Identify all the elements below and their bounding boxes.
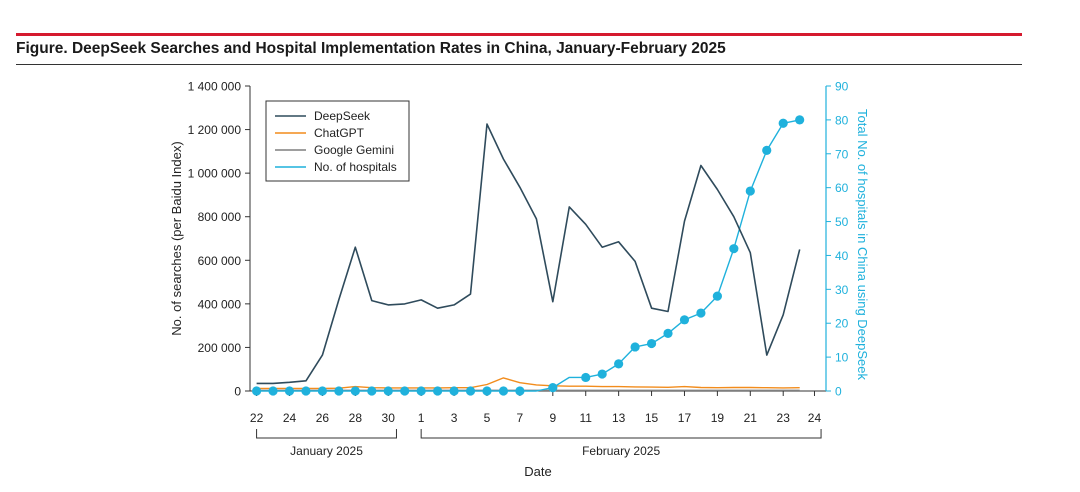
series-marker-no-of-hospitals (416, 386, 426, 396)
y-axis-title-right: Total No. of hospitals in China using De… (855, 109, 870, 380)
series-marker-no-of-hospitals (515, 386, 525, 396)
series-line-chatgpt (256, 377, 800, 390)
legend-label: DeepSeek (314, 109, 371, 123)
y-tick-label-right: 60 (835, 181, 849, 195)
series-marker-no-of-hospitals (679, 315, 690, 325)
series-marker-no-of-hospitals (400, 386, 410, 396)
series-marker-no-of-hospitals (778, 118, 788, 128)
top-accent-rule (16, 33, 1022, 36)
y-tick-label-right: 80 (835, 113, 849, 127)
series-marker-no-of-hospitals (630, 342, 640, 352)
month-label: January 2025 (290, 444, 363, 458)
title-divider (16, 64, 1022, 65)
y-tick-label-right: 50 (835, 215, 849, 229)
y-tick-label-left: 600 000 (198, 254, 242, 268)
series-marker-no-of-hospitals (646, 338, 657, 349)
series-marker-no-of-hospitals (498, 386, 509, 396)
series-line-no-of-hospitals (256, 119, 800, 392)
x-tick-label: 9 (549, 411, 556, 425)
x-tick-label: 3 (451, 411, 458, 425)
x-tick-label: 21 (744, 411, 758, 425)
series-marker-no-of-hospitals (614, 359, 624, 369)
x-tick-label: 17 (678, 411, 692, 425)
y-tick-label-right: 90 (835, 80, 849, 94)
x-tick-label: 7 (517, 411, 524, 425)
series-marker-no-of-hospitals (712, 291, 722, 301)
series-marker-no-of-hospitals (284, 386, 295, 396)
series-marker-no-of-hospitals (663, 328, 673, 338)
series-marker-no-of-hospitals (350, 386, 360, 396)
y-tick-label-left: 1 200 000 (188, 123, 242, 137)
x-tick-label: 1 (418, 411, 425, 425)
series-marker-no-of-hospitals (696, 308, 706, 318)
x-tick-label: 19 (711, 411, 725, 425)
x-axis-title: Date (524, 464, 551, 479)
series-marker-no-of-hospitals (301, 386, 311, 396)
y-tick-label-right: 40 (835, 249, 849, 263)
y-tick-label-right: 10 (835, 351, 849, 365)
y-tick-label-right: 30 (835, 283, 849, 297)
y-tick-label-left: 0 (234, 385, 241, 399)
x-tick-label: 24 (283, 411, 297, 425)
x-tick-label: 30 (382, 411, 396, 425)
y-tick-label-right: 0 (835, 385, 842, 399)
y-tick-label-left: 200 000 (198, 341, 242, 355)
series-marker-no-of-hospitals (729, 244, 739, 254)
y-tick-label-left: 1 400 000 (188, 80, 242, 94)
legend-label: Google Gemini (314, 143, 394, 157)
series-marker-no-of-hospitals (449, 386, 459, 396)
y-axis-title-left: No. of searches (per Baidu Index) (169, 141, 184, 335)
series-marker-no-of-hospitals (367, 386, 377, 396)
y-tick-label-right: 20 (835, 317, 849, 331)
series-marker-no-of-hospitals (268, 386, 278, 396)
series-marker-no-of-hospitals (482, 386, 492, 396)
x-tick-label: 13 (612, 411, 626, 425)
x-tick-label: 23 (777, 411, 791, 425)
legend-label: No. of hospitals (314, 160, 397, 174)
series-marker-no-of-hospitals (745, 186, 755, 196)
x-tick-label: 15 (645, 411, 659, 425)
series-marker-no-of-hospitals (597, 369, 607, 379)
month-label: February 2025 (582, 444, 660, 458)
x-tick-label: 5 (484, 411, 491, 425)
series-line-deepseek (256, 123, 801, 385)
figure-title: Figure. DeepSeek Searches and Hospital I… (16, 40, 726, 57)
y-tick-label-left: 800 000 (198, 210, 242, 224)
series-marker-no-of-hospitals (433, 386, 443, 396)
series-marker-no-of-hospitals (795, 115, 805, 125)
x-tick-label: 28 (349, 411, 363, 425)
y-tick-label-right: 70 (835, 147, 849, 161)
month-bracket (256, 429, 397, 439)
series-marker-no-of-hospitals (334, 386, 344, 396)
x-tick-label: 11 (579, 411, 592, 425)
month-bracket (420, 429, 822, 439)
x-tick-label: 22 (250, 411, 264, 425)
series-marker-no-of-hospitals (465, 386, 476, 396)
legend-label: ChatGPT (314, 126, 365, 140)
series-marker-no-of-hospitals (762, 145, 772, 155)
series-marker-no-of-hospitals (581, 372, 591, 383)
series-marker-no-of-hospitals (548, 383, 558, 393)
series-marker-no-of-hospitals (317, 386, 328, 396)
x-tick-label: 24 (808, 411, 822, 425)
series-marker-no-of-hospitals (383, 386, 393, 396)
series-marker-no-of-hospitals (251, 386, 262, 396)
y-tick-label-left: 1 000 000 (188, 167, 242, 181)
y-tick-label-left: 400 000 (198, 297, 242, 311)
x-tick-label: 26 (316, 411, 330, 425)
